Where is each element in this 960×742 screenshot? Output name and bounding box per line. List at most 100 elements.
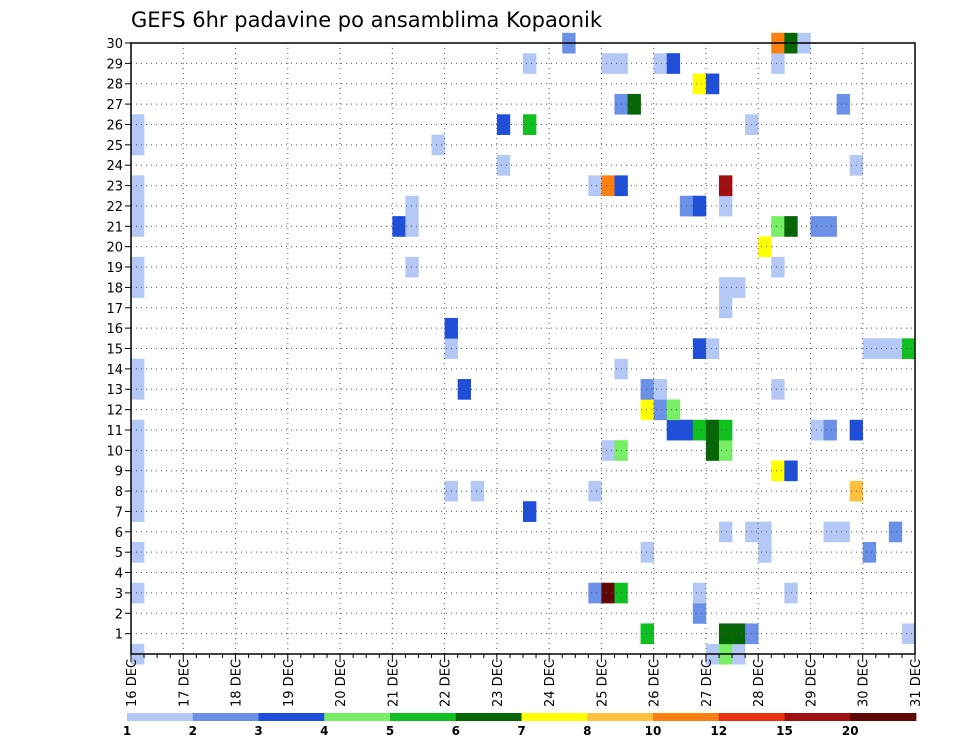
colorbar-label: 3 <box>254 724 262 738</box>
x-tick-label: 27 DEC <box>700 659 715 707</box>
heatmap-cell <box>719 521 733 543</box>
x-tick-label: 22 DEC <box>439 659 454 707</box>
heatmap-cell <box>523 53 537 74</box>
x-tick-label: 24 DEC <box>543 659 558 707</box>
colorbar-label: 6 <box>452 724 460 738</box>
heatmap-cell <box>823 521 837 543</box>
heatmap-cell <box>640 379 654 400</box>
heatmap-cell <box>758 521 772 543</box>
y-tick-label: 22 <box>106 200 123 215</box>
colorbar-swatch <box>127 713 194 721</box>
y-tick-label: 7 <box>115 505 123 520</box>
heatmap-cell <box>131 480 145 502</box>
colorbar-swatch <box>390 713 457 721</box>
heatmap-cell <box>692 582 707 604</box>
colorbar-swatch <box>521 713 588 721</box>
colorbar-swatch <box>192 713 259 721</box>
colorbar-label: 20 <box>842 724 859 738</box>
heatmap-cell <box>901 623 916 645</box>
x-tick-label: 17 DEC <box>177 659 192 707</box>
heatmap-cell <box>588 582 602 604</box>
heatmap-cell <box>758 236 772 258</box>
heatmap-cell <box>771 379 785 400</box>
colorbar-swatch <box>324 713 391 721</box>
heatmap-cell <box>640 399 654 421</box>
y-tick-label: 16 <box>106 322 123 337</box>
heatmap-cell <box>771 460 785 482</box>
heatmap-cell <box>131 175 145 197</box>
colorbar-swatch <box>455 713 522 721</box>
heatmap-cell <box>758 541 772 563</box>
heatmap-cell <box>692 73 707 95</box>
colorbar-label: 8 <box>583 724 591 738</box>
y-tick-label: 28 <box>106 78 123 93</box>
heatmap-cell <box>131 501 145 522</box>
heatmap-cell <box>719 297 733 319</box>
heatmap-cell <box>705 440 720 461</box>
heatmap-cell <box>131 256 145 278</box>
heatmap-cell <box>431 134 445 156</box>
heatmap-cell <box>653 399 668 421</box>
heatmap-cell <box>719 175 733 197</box>
x-tick-label: 29 DEC <box>804 659 819 707</box>
heatmap-cell <box>836 521 850 543</box>
chart-title: GEFS 6hr padavine po ansamblima Kopaonik <box>131 8 603 32</box>
y-tick-label: 5 <box>115 546 123 561</box>
heatmap-cell <box>901 338 916 359</box>
colorbar-swatch <box>718 713 785 721</box>
heatmap-cell <box>888 338 903 359</box>
y-tick-label: 26 <box>106 118 123 133</box>
y-tick-label: 12 <box>106 404 123 419</box>
colorbar-legend: 1 2 3 4 5 6 7 8 10 12 15 20 <box>123 713 917 738</box>
x-tick-label: 28 DEC <box>752 659 767 707</box>
colorbar-label: 4 <box>320 724 328 738</box>
heatmap-cell <box>523 501 537 522</box>
colorbar-label: 1 <box>123 724 131 738</box>
heatmap-cell <box>131 460 145 482</box>
y-tick-label: 24 <box>106 159 123 174</box>
heatmap-cell <box>666 419 681 441</box>
x-tick-label: 30 DEC <box>857 659 872 707</box>
heatmap-cell <box>692 603 707 624</box>
heatmap-cell <box>692 338 707 359</box>
heatmap-cell <box>810 419 824 441</box>
colorbar-swatch <box>784 713 851 721</box>
heatmap-cell <box>836 93 850 115</box>
x-axis: 16 DEC 17 DEC 18 DEC 19 DEC 20 DEC 21 DEC 22 D… <box>125 654 924 707</box>
x-tick-label: 21 DEC <box>386 659 401 707</box>
heatmap-cell <box>705 419 720 441</box>
y-tick-label: 17 <box>106 302 123 317</box>
y-tick-label: 19 <box>106 261 123 276</box>
heatmap-cell <box>131 114 145 135</box>
heatmap-cell <box>771 216 785 237</box>
y-tick-label: 9 <box>115 465 123 480</box>
heatmap-cell <box>601 440 615 461</box>
y-tick-label: 10 <box>106 444 123 459</box>
heatmap-cell <box>719 623 733 645</box>
heatmap-cell <box>131 134 145 156</box>
heatmap-cell <box>131 277 145 298</box>
colorbar-label: 7 <box>517 724 525 738</box>
heatmap-cell <box>470 480 485 502</box>
heatmap-cell <box>131 419 145 441</box>
heatmap-cell <box>457 379 472 400</box>
heatmap-cell <box>405 195 419 217</box>
heatmap-cell <box>732 623 746 645</box>
y-tick-label: 1 <box>115 628 123 643</box>
heatmap-cell <box>131 358 145 380</box>
colorbar-label: 12 <box>710 724 727 738</box>
x-tick-label: 16 DEC <box>125 659 140 707</box>
y-tick-label: 3 <box>115 587 123 602</box>
heatmap-cell <box>719 277 733 298</box>
heatmap-cell <box>719 195 733 217</box>
heatmap-cell <box>875 338 890 359</box>
heatmap-cell <box>862 541 877 563</box>
colorbar-swatch <box>258 713 325 721</box>
colorbar-swatch <box>587 713 654 721</box>
y-axis: 1234567891011121314151617181920212223242… <box>106 37 131 643</box>
heatmap-cell <box>523 114 537 135</box>
heatmap-cell <box>601 175 615 197</box>
heatmap-cell <box>692 195 707 217</box>
colorbar-label: 2 <box>189 724 197 738</box>
